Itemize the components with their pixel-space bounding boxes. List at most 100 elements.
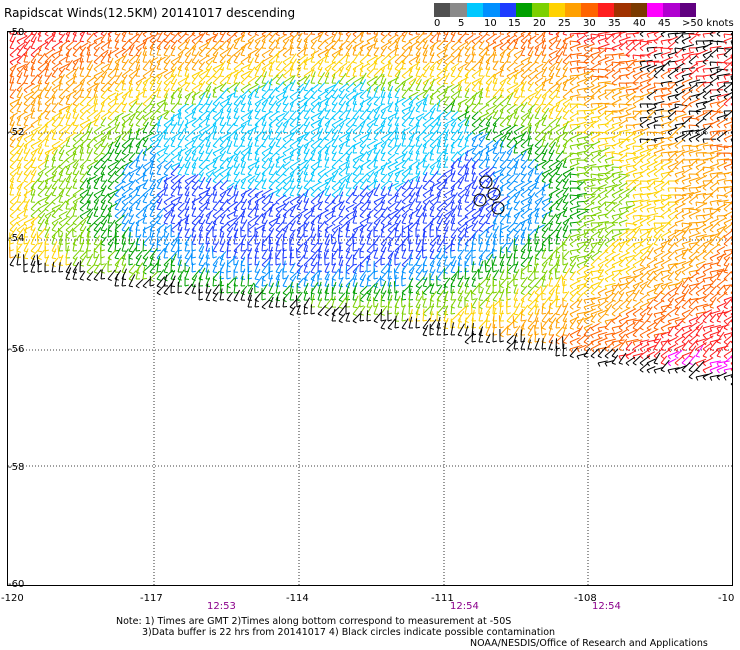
wind-barb — [674, 151, 686, 163]
wind-barb — [121, 153, 130, 163]
wind-barb — [667, 127, 678, 136]
wind-barb — [156, 259, 162, 273]
wind-barb — [296, 47, 307, 58]
wind-barb — [653, 115, 664, 122]
notes-block: Note: 1) Times are GMT 2)Times along bot… — [116, 616, 555, 638]
wind-barb — [387, 130, 396, 142]
wind-barb — [730, 257, 732, 261]
wind-barb — [695, 236, 704, 247]
wind-barb — [44, 86, 52, 99]
wind-barb — [401, 115, 411, 128]
wind-barb — [709, 109, 721, 121]
wind-barb — [107, 140, 117, 150]
wind-barb — [702, 39, 714, 45]
wind-barb — [688, 62, 699, 72]
wind-barb — [590, 47, 604, 53]
wind-barb — [506, 32, 512, 38]
wind-barb — [667, 93, 680, 101]
wind-barb — [58, 78, 64, 91]
wind-barb — [632, 32, 641, 38]
wind-barb — [16, 101, 23, 113]
wind-barb — [156, 56, 162, 70]
wind-barb — [506, 92, 514, 106]
wind-barb — [520, 130, 527, 141]
wind-barb — [142, 137, 149, 148]
wind-barb — [436, 110, 446, 121]
wind-barb — [506, 222, 515, 233]
wind-barb — [506, 252, 513, 267]
wind-barb — [240, 74, 251, 86]
wind-barb — [184, 276, 190, 287]
wind-barb — [219, 48, 230, 58]
wind-barb — [450, 32, 456, 43]
wind-barb — [184, 52, 192, 64]
wind-barb — [65, 185, 73, 197]
wind-barb — [58, 95, 66, 106]
wind-barb — [114, 79, 123, 92]
time-label-2: 12:54 — [450, 601, 479, 612]
wind-barb — [72, 124, 79, 134]
wind-barb — [247, 39, 255, 50]
wind-barb — [450, 157, 460, 170]
wind-barb — [569, 75, 579, 86]
wind-barb — [597, 288, 607, 297]
wind-barb — [177, 32, 187, 44]
wind-barb — [667, 83, 677, 93]
wind-barb — [303, 32, 309, 35]
wind-barb — [555, 86, 561, 98]
wind-barb — [492, 74, 498, 84]
legend-label: 30 — [583, 18, 596, 29]
wind-barb — [100, 86, 110, 100]
wind-barb — [604, 33, 615, 39]
wind-barb — [422, 65, 431, 78]
wind-barb — [268, 266, 274, 280]
wind-barb — [443, 95, 450, 106]
wind-barb — [352, 32, 358, 38]
wind-barb — [394, 274, 399, 287]
wind-barb — [646, 64, 658, 73]
wind-barb — [93, 114, 101, 127]
wind-barb — [107, 129, 113, 140]
wind-barb — [632, 74, 643, 86]
wind-barb — [275, 73, 284, 85]
wind-barb — [422, 131, 433, 142]
wind-barb — [499, 50, 506, 64]
wind-barb — [240, 83, 251, 93]
wind-barb — [681, 102, 692, 114]
wind-barb — [464, 88, 470, 99]
wind-barb — [554, 267, 560, 280]
wind-barb — [296, 66, 302, 77]
wind-barb — [233, 86, 239, 98]
wind-barb — [156, 87, 162, 98]
wind-barb — [639, 116, 652, 122]
wind-barb — [541, 210, 553, 220]
wind-barb — [576, 61, 589, 67]
lon-label-120: -120 — [1, 593, 24, 604]
wind-barb — [499, 213, 508, 225]
wind-barb — [226, 122, 235, 135]
wind-barb — [688, 306, 697, 317]
wind-barb — [408, 55, 420, 66]
wind-barb — [338, 122, 345, 134]
wind-barb — [513, 133, 525, 143]
wind-barb — [527, 36, 532, 49]
wind-barb — [184, 161, 191, 176]
wind-barb — [128, 98, 138, 108]
wind-barb — [30, 170, 37, 183]
wind-barb — [345, 145, 354, 156]
wind-barb — [373, 303, 379, 315]
wind-barb — [44, 63, 50, 77]
wind-barb — [254, 178, 264, 191]
wind-barb — [660, 196, 672, 206]
wind-barb — [506, 325, 512, 336]
wind-barb — [23, 32, 34, 44]
wind-barb — [401, 106, 412, 115]
wind-barb — [212, 75, 221, 86]
wind-barb — [583, 43, 595, 52]
wind-barb — [240, 123, 247, 134]
wind-barb — [464, 267, 470, 280]
wind-barb — [100, 71, 108, 85]
wind-barb — [44, 81, 50, 92]
wind-barb — [569, 103, 579, 114]
wind-barb — [170, 92, 176, 105]
